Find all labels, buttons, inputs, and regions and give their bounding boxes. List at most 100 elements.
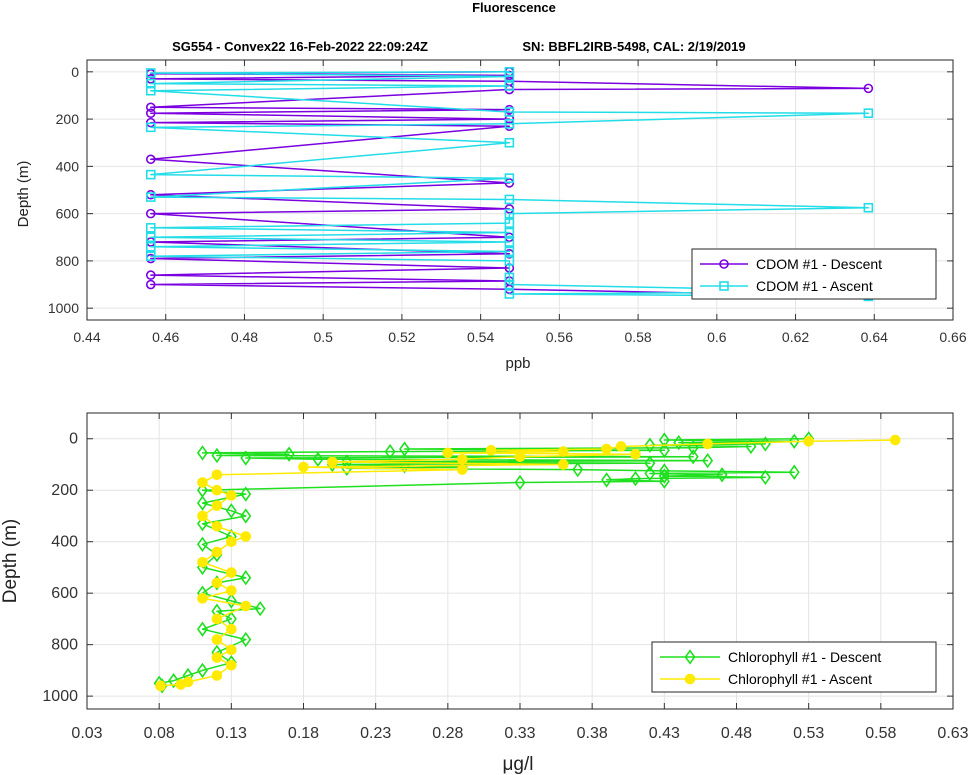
cdom-data-point <box>145 68 156 78</box>
chlorophyll-data-point <box>226 536 237 547</box>
chlorophyll-y-tick-label: 800 <box>51 637 78 654</box>
cdom-series-line <box>150 71 870 298</box>
chlorophyll-data-point <box>196 662 208 679</box>
chlorophyll-data-point <box>240 570 252 586</box>
chlorophyll-data-point <box>283 446 295 462</box>
cdom-y-tick-label: 400 <box>56 158 80 174</box>
chlorophyll-data-point <box>889 434 901 446</box>
chlorophyll-data-point <box>298 461 309 473</box>
chlorophyll-data-point <box>630 448 641 460</box>
chlorophyll-legend-box <box>651 641 937 693</box>
chlorophyll-data-point <box>197 593 208 604</box>
chlorophyll-data-point <box>384 443 396 460</box>
chlorophyll-data-point <box>240 486 252 502</box>
cdom-data-point <box>145 102 156 113</box>
cdom-x-tick-label: 0.6 <box>707 329 727 345</box>
chlorophyll-data-point <box>240 631 252 648</box>
chlorophyll-data-point <box>211 447 223 464</box>
chlorophyll-data-point <box>658 432 670 448</box>
chlorophyll-data-point <box>197 510 208 522</box>
chlorophyll-data-point <box>629 470 641 487</box>
cdom-data-point <box>145 232 156 243</box>
chlorophyll-data-point <box>788 464 800 480</box>
cdom-axes-box <box>86 59 954 321</box>
cdom-data-point <box>504 107 515 117</box>
cdom-legend-swatch-marker <box>719 281 729 291</box>
chlorophyll-axes-box <box>86 412 954 710</box>
chlorophyll-data-point <box>226 644 237 656</box>
cdom-data-point <box>504 246 515 257</box>
chlorophyll-data-point <box>168 673 180 689</box>
cdom-data-point <box>145 85 156 96</box>
chlorophyll-legend-swatch-marker <box>684 673 696 685</box>
cdom-data-point <box>145 270 156 280</box>
cdom-x-tick-label: 0.48 <box>231 329 258 345</box>
cdom-x-tick-label: 0.52 <box>388 329 415 345</box>
chlorophyll-y-tick-label: 600 <box>51 585 78 602</box>
chlorophyll-data-point <box>673 434 685 451</box>
chlorophyll-data-point <box>803 436 814 447</box>
cdom-x-tick-label: 0.64 <box>861 329 888 345</box>
chlorophyll-data-point <box>442 447 454 459</box>
cdom-data-point <box>504 256 515 266</box>
chlorophyll-data-point <box>196 536 208 552</box>
chlorophyll-legend-label: Chlorophyll #1 - Ascent <box>728 671 872 687</box>
cdom-x-tick-label: 0.44 <box>73 329 100 345</box>
cdom-legend-swatch-marker <box>719 259 729 269</box>
chlorophyll-data-point <box>211 670 223 681</box>
chlorophyll-data-point <box>225 593 237 609</box>
cdom-data-point <box>145 78 156 89</box>
chlorophyll-data-point <box>745 438 757 455</box>
cdom-data-point <box>863 108 874 118</box>
chlorophyll-data-point <box>644 465 656 482</box>
cdom-data-point <box>145 279 156 290</box>
chlorophyll-x-tick-label: 0.13 <box>216 725 247 742</box>
cdom-data-point <box>504 194 515 205</box>
chlorophyll-data-point <box>514 474 526 491</box>
cdom-y-tick-label: 200 <box>56 111 80 127</box>
cdom-x-tick-label: 0.46 <box>152 329 179 345</box>
chlorophyll-data-point <box>687 440 699 456</box>
cdom-data-point <box>504 218 515 228</box>
chlorophyll-data-point <box>702 452 714 469</box>
chlorophyll-y-tick-label: 200 <box>51 482 78 499</box>
cdom-data-point <box>145 251 156 261</box>
chlorophyll-data-point <box>601 443 612 455</box>
chlorophyll-data-point <box>456 454 468 465</box>
chlorophyll-data-point <box>615 441 627 452</box>
chlorophyll-legend-swatch-marker <box>684 649 696 665</box>
cdom-data-point <box>145 241 156 252</box>
cdom-series-line <box>150 71 870 298</box>
chlorophyll-x-tick-label: 0.38 <box>577 725 608 742</box>
cdom-data-point <box>504 119 515 129</box>
chlorophyll-data-point <box>240 450 252 466</box>
chlorophyll-data-point <box>240 508 252 524</box>
chlorophyll-data-point <box>644 455 656 471</box>
chlorophyll-data-point <box>240 600 252 612</box>
chlorophyll-x-axis-label: μg/l <box>502 754 533 775</box>
chlorophyll-data-point <box>557 446 569 457</box>
chlorophyll-data-point <box>211 546 223 558</box>
chlorophyll-data-point <box>240 531 252 542</box>
cdom-y-tick-label: 600 <box>56 206 80 222</box>
cdom-legend-box <box>691 248 937 300</box>
chlorophyll-data-point <box>327 456 338 468</box>
cdom-plot: 0.44 0.46 0.48 0.5 0.52 0.54 0.56 0.58 0.6 0.62 0.… <box>15 59 967 372</box>
cdom-data-point <box>504 67 515 77</box>
chlorophyll-x-tick-label: 0.63 <box>937 725 968 742</box>
chlorophyll-data-point <box>211 652 223 663</box>
chlorophyll-data-point <box>197 556 208 568</box>
cdom-x-tick-label: 0.58 <box>624 329 651 345</box>
cdom-x-tick-label: 0.66 <box>939 329 966 345</box>
cdom-x-axis-label: ppb <box>505 355 530 372</box>
chlorophyll-data-point <box>716 467 728 483</box>
chlorophyll-y-tick-label: 400 <box>51 534 78 551</box>
chlorophyll-data-point <box>658 468 670 484</box>
chlorophyll-data-point <box>312 451 324 468</box>
chlorophyll-data-point <box>211 613 223 625</box>
chlorophyll-data-point <box>702 438 713 450</box>
cdom-y-axis-label: Depth (m) <box>15 161 32 228</box>
cdom-data-point <box>145 223 156 233</box>
cdom-data-point <box>504 137 515 148</box>
chlorophyll-data-point <box>226 623 237 635</box>
